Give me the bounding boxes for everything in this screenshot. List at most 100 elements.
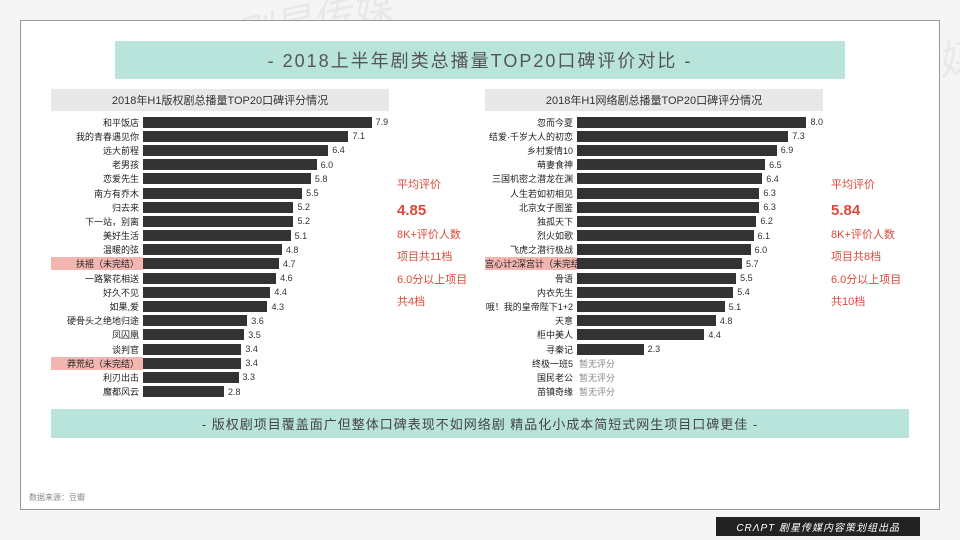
bar-label: 忽而今夏 <box>485 116 577 129</box>
bar-track: 6.3 <box>577 188 823 199</box>
bar-fill <box>577 173 762 184</box>
bar-label: 结爱·千岁大人的初恋 <box>485 130 577 143</box>
bar-row: 哦！我的皇帝陛下1+25.1 <box>485 299 823 313</box>
bar-label: 远大前程 <box>51 144 143 157</box>
main-frame: - 2018上半年剧类总播量TOP20口碑评价对比 - 2018年H1版权剧总播… <box>20 20 940 510</box>
bar-track: 2.8 <box>143 386 389 397</box>
bar-label: 乡村爱情10 <box>485 144 577 157</box>
bar-value: 7.3 <box>792 131 805 141</box>
stat-label: 项目共11档 <box>397 250 475 264</box>
bar-track: 5.8 <box>143 173 389 184</box>
bar-row: 终极一班5暂无评分 <box>485 356 823 370</box>
bar-value: 4.8 <box>720 316 733 326</box>
bar-track: 6.4 <box>143 145 389 156</box>
bar-fill <box>143 301 267 312</box>
bar-fill <box>143 117 372 128</box>
stat-label: 8K+评价人数 <box>831 228 909 242</box>
bar-label: 我的青春遇见你 <box>51 130 143 143</box>
bar-value: 6.4 <box>766 174 779 184</box>
bar-track: 4.4 <box>577 329 823 340</box>
bar-row: 三国机密之潜龙在渊6.4 <box>485 172 823 186</box>
bar-label: 烈火如歌 <box>485 229 577 242</box>
bar-row: 北京女子图鉴6.3 <box>485 200 823 214</box>
stat-value: 4.85 <box>397 201 475 221</box>
bar-value: 6.9 <box>781 145 794 155</box>
bar-label: 下一站，别离 <box>51 215 143 228</box>
bar-row: 人生若如初相见6.3 <box>485 186 823 200</box>
bar-fill <box>143 188 302 199</box>
bar-value: 3.4 <box>245 358 258 368</box>
bar-track: 4.3 <box>143 301 389 312</box>
bar-fill <box>143 386 224 397</box>
bar-row: 硬骨头之绝地归途 3.6 <box>51 314 389 328</box>
bar-row: 谈判官3.4 <box>51 342 389 356</box>
bar-row: 南方有乔木5.5 <box>51 186 389 200</box>
bar-row: 恋爱先生 5.8 <box>51 172 389 186</box>
bar-label: 和平饭店 <box>51 116 143 129</box>
bar-label: 硬骨头之绝地归途 <box>51 314 143 327</box>
bar-value: 5.7 <box>746 259 759 269</box>
stat-label: 平均评价 <box>397 178 475 192</box>
bar-track: 5.1 <box>577 301 823 312</box>
bar-fill <box>143 202 293 213</box>
bar-row: 苗镇奇缘暂无评分 <box>485 385 823 399</box>
bar-fill <box>143 358 241 369</box>
bar-fill <box>577 244 751 255</box>
stat-label: 平均评价 <box>831 178 909 192</box>
bar-text: 暂无评分 <box>579 371 615 384</box>
bar-value: 6.1 <box>758 231 771 241</box>
stat-label: 6.0分以上项目 <box>831 273 909 287</box>
bar-row: 独孤天下6.2 <box>485 214 823 228</box>
bar-track: 4.4 <box>143 287 389 298</box>
bar-label: 谈判官 <box>51 343 143 356</box>
bar-row: 扶摇（未完结）4.7 <box>51 257 389 271</box>
bar-label: 魔都风云 <box>51 385 143 398</box>
bar-row: 归去来5.2 <box>51 200 389 214</box>
bar-row: 天意4.8 <box>485 314 823 328</box>
bar-fill <box>577 230 754 241</box>
bar-fill <box>577 258 742 269</box>
stat-label: 项目共8档 <box>831 250 909 264</box>
bar-row: 好久不见4.4 <box>51 285 389 299</box>
bar-fill <box>143 258 279 269</box>
bar-value: 7.9 <box>376 117 389 127</box>
bar-track: 4.8 <box>143 244 389 255</box>
bar-track: 6.9 <box>577 145 823 156</box>
bar-value: 3.5 <box>248 330 261 340</box>
bar-track: 5.4 <box>577 287 823 298</box>
bar-fill <box>143 372 239 383</box>
bar-value: 5.1 <box>729 302 742 312</box>
bar-track: 6.3 <box>577 202 823 213</box>
bar-row: 内衣先生5.4 <box>485 285 823 299</box>
stat-label: 8K+评价人数 <box>397 228 475 242</box>
bar-value: 6.2 <box>760 216 773 226</box>
bar-value: 7.1 <box>352 131 365 141</box>
bar-row: 国民老公暂无评分 <box>485 370 823 384</box>
chart-left: 2018年H1版权剧总播量TOP20口碑评分情况 和平饭店7.9我的青春遇见你7… <box>51 89 389 399</box>
bar-track: 4.7 <box>143 258 389 269</box>
bar-track: 3.6 <box>143 315 389 326</box>
bar-label: 恋爱先生 <box>51 172 143 185</box>
bar-track: 5.2 <box>143 216 389 227</box>
bar-label: 北京女子图鉴 <box>485 201 577 214</box>
bar-row: 寻秦记2.3 <box>485 342 823 356</box>
bar-label: 寻秦记 <box>485 343 577 356</box>
bar-value: 5.8 <box>315 174 328 184</box>
bar-fill <box>143 315 247 326</box>
bar-value: 5.5 <box>740 273 753 283</box>
footer-brand: CRΛPT 剧星传媒内容策划组出品 <box>716 517 920 536</box>
bar-row: 骨语5.5 <box>485 271 823 285</box>
stat-label: 6.0分以上项目 <box>397 273 475 287</box>
bar-label: 终极一班5 <box>485 357 577 370</box>
bar-track: 6.2 <box>577 216 823 227</box>
bar-fill <box>143 244 282 255</box>
bar-value: 6.3 <box>763 188 776 198</box>
bar-value: 8.0 <box>810 117 823 127</box>
bar-label: 凤囚凰 <box>51 328 143 341</box>
bar-value: 4.4 <box>708 330 721 340</box>
bar-fill <box>143 173 311 184</box>
bar-value: 3.6 <box>251 316 264 326</box>
bar-text: 暂无评分 <box>579 385 615 398</box>
bar-label: 利刃出击 <box>51 371 143 384</box>
bar-track: 暂无评分 <box>577 372 823 383</box>
